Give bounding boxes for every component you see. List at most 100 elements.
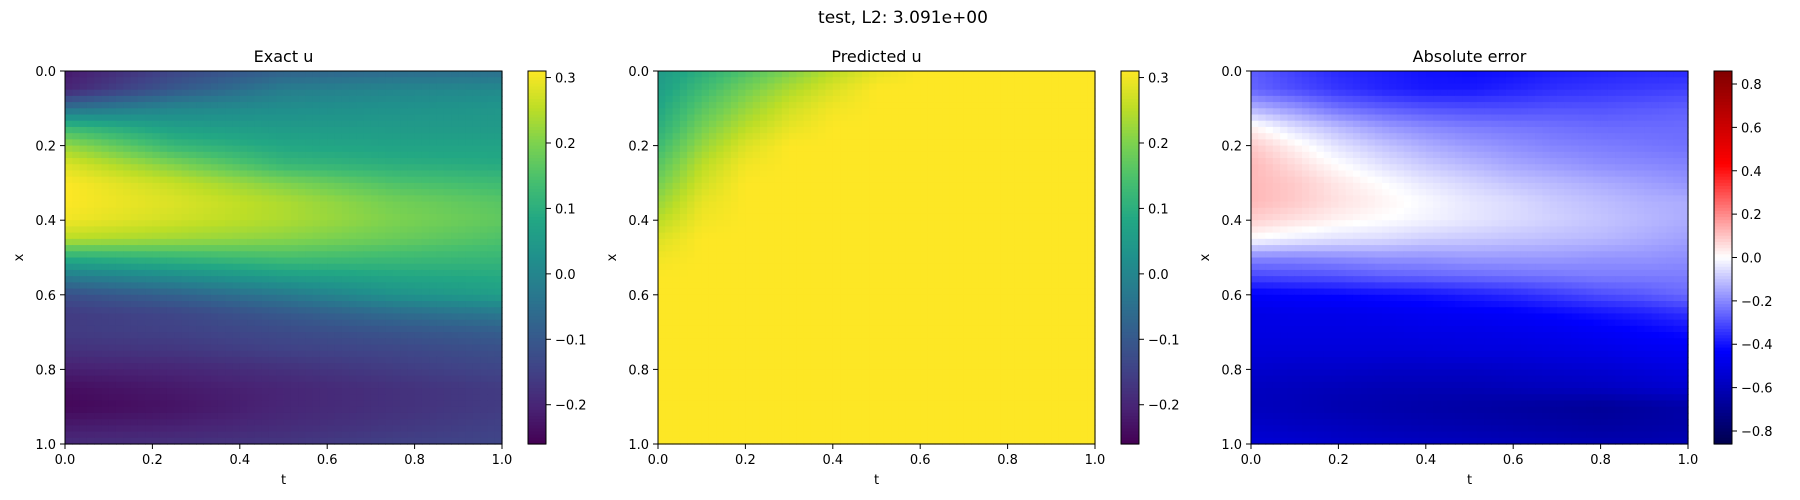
exact-heatmap-cell bbox=[276, 437, 285, 445]
exact-heatmap-cell bbox=[145, 388, 153, 395]
exact-heatmap-cell bbox=[94, 251, 103, 259]
predicted-heatmap-cell bbox=[730, 120, 739, 128]
predicted-heatmap-cell bbox=[745, 83, 754, 91]
exact-heatmap-cell bbox=[239, 139, 248, 147]
exact-heatmap-cell bbox=[334, 89, 343, 97]
exact-heatmap-cell bbox=[217, 263, 226, 271]
exact-heatmap-cell bbox=[115, 195, 124, 203]
exact-heatmap-cell bbox=[217, 301, 226, 308]
exact-heatmap-cell bbox=[276, 406, 285, 414]
predicted-heatmap-cell bbox=[825, 126, 834, 134]
exact-heatmap-cell bbox=[130, 158, 139, 165]
exact-heatmap-cell bbox=[341, 89, 350, 97]
exact-heatmap-cell bbox=[407, 213, 416, 221]
predicted-heatmap-cell bbox=[1000, 77, 1009, 85]
predicted-heatmap-cell bbox=[891, 182, 899, 190]
exact-heatmap-cell bbox=[203, 381, 212, 389]
exact-heatmap-cell bbox=[305, 350, 314, 358]
predicted-heatmap-cell bbox=[1036, 83, 1045, 91]
predicted-heatmap-cell bbox=[1029, 102, 1038, 109]
predicted-heatmap-cell bbox=[1065, 158, 1074, 165]
predicted-heatmap-cell bbox=[825, 77, 834, 85]
predicted-heatmap-cell bbox=[1036, 176, 1045, 184]
exact-heatmap-cell bbox=[254, 319, 263, 327]
exact-heatmap-cell bbox=[225, 437, 234, 445]
exact-heatmap-cell bbox=[429, 431, 438, 439]
predicted-heatmap-cell bbox=[905, 114, 914, 122]
exact-colorbar-segment bbox=[528, 220, 546, 224]
predicted-heatmap-cell bbox=[832, 145, 841, 153]
exact-heatmap-cell bbox=[181, 226, 190, 234]
exact-heatmap-cell bbox=[385, 301, 394, 308]
exact-heatmap-cell bbox=[349, 108, 357, 116]
exact-heatmap-cell bbox=[137, 164, 146, 172]
predicted-heatmap-cell bbox=[759, 151, 768, 159]
exact-heatmap-cell bbox=[363, 356, 372, 364]
predicted-heatmap-cell bbox=[730, 176, 739, 184]
exact-heatmap-cell bbox=[174, 282, 183, 290]
exact-heatmap-cell bbox=[159, 102, 168, 109]
exact-heatmap-cell bbox=[181, 301, 190, 308]
exact-heatmap-cell bbox=[429, 400, 438, 408]
exact-heatmap-cell bbox=[429, 319, 438, 327]
exact-heatmap-cell bbox=[239, 71, 248, 78]
predicted-heatmap-cell bbox=[665, 133, 674, 140]
exact-heatmap-cell bbox=[443, 350, 452, 358]
predicted-heatmap-cell bbox=[803, 195, 812, 203]
exact-heatmap-cell bbox=[370, 369, 379, 377]
predicted-heatmap-cell bbox=[723, 89, 732, 97]
exact-heatmap-cell bbox=[327, 170, 336, 178]
predicted-heatmap-cell bbox=[745, 126, 754, 134]
exact-heatmap-cell bbox=[188, 412, 197, 420]
exact-heatmap-cell bbox=[370, 276, 379, 283]
predicted-heatmap-cell bbox=[912, 182, 921, 190]
predicted-heatmap-cell bbox=[752, 108, 761, 116]
predicted-heatmap-cell bbox=[701, 151, 710, 159]
exact-heatmap-cell bbox=[108, 176, 117, 184]
exact-heatmap-cell bbox=[137, 151, 146, 159]
exact-heatmap-cell bbox=[421, 319, 430, 327]
predicted-heatmap-cell bbox=[730, 89, 739, 97]
exact-heatmap-cell bbox=[94, 220, 103, 228]
predicted-heatmap-cell bbox=[1007, 189, 1016, 196]
exact-heatmap-cell bbox=[217, 294, 226, 302]
exact-heatmap-cell bbox=[166, 120, 175, 128]
exact-heatmap-cell bbox=[276, 276, 285, 283]
exact-heatmap-cell bbox=[108, 251, 117, 259]
predicted-heatmap-cell bbox=[978, 164, 987, 172]
predicted-heatmap-cell bbox=[942, 126, 950, 134]
predicted-heatmap-cell bbox=[701, 126, 710, 134]
exact-heatmap-cell bbox=[349, 102, 357, 109]
predicted-heatmap-cell bbox=[1000, 182, 1009, 190]
exact-heatmap-cell bbox=[305, 419, 314, 426]
predicted-heatmap-cell bbox=[1058, 139, 1067, 147]
predicted-heatmap-cell bbox=[1051, 158, 1060, 165]
exact-heatmap-cell bbox=[79, 245, 88, 252]
exact-heatmap-cell bbox=[392, 189, 401, 196]
exact-heatmap-cell bbox=[421, 145, 430, 153]
exact-heatmap-cell bbox=[137, 83, 146, 91]
exact-heatmap-cell bbox=[283, 338, 292, 346]
exact-heatmap-cell bbox=[363, 232, 372, 240]
predicted-heatmap-cell bbox=[847, 114, 856, 122]
predicted-heatmap-cell bbox=[687, 71, 696, 78]
exact-heatmap-cell bbox=[349, 375, 357, 383]
exact-heatmap-cell bbox=[225, 170, 234, 178]
exact-heatmap-cell bbox=[400, 263, 408, 271]
exact-heatmap-cell bbox=[465, 133, 474, 140]
predicted-heatmap-cell bbox=[1022, 182, 1031, 190]
exact-heatmap-cell bbox=[319, 126, 328, 134]
exact-heatmap-cell bbox=[174, 114, 183, 122]
exact-heatmap-cell bbox=[94, 363, 103, 370]
exact-heatmap-cell bbox=[174, 276, 183, 283]
exact-heatmap-cell bbox=[392, 151, 401, 159]
exact-heatmap-cell bbox=[370, 388, 379, 395]
exact-heatmap-cell bbox=[334, 139, 343, 147]
exact-colorbar-segment bbox=[528, 173, 546, 178]
exact-heatmap-cell bbox=[392, 344, 401, 352]
predicted-heatmap-cell bbox=[985, 83, 994, 91]
exact-heatmap-cell bbox=[137, 145, 146, 153]
exact-heatmap-cell bbox=[392, 319, 401, 327]
exact-heatmap-cell bbox=[210, 325, 219, 333]
exact-heatmap-cell bbox=[65, 220, 73, 228]
